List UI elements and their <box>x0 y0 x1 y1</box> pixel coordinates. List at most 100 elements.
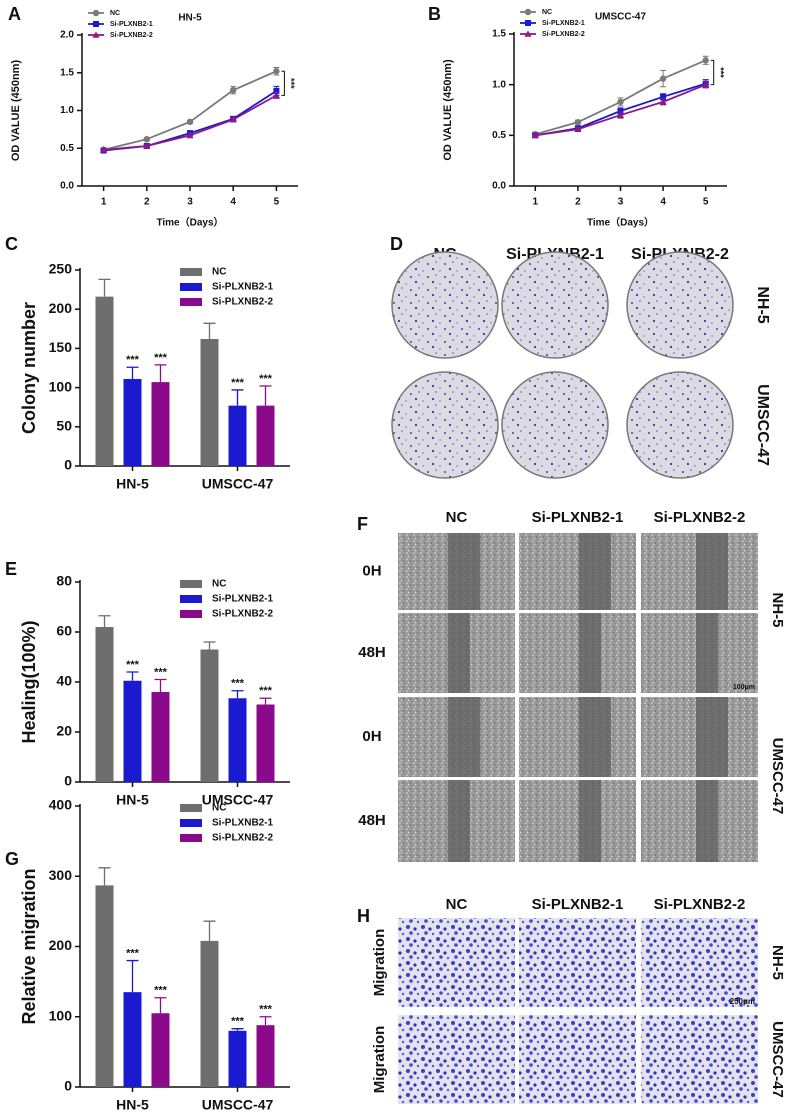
row-side-label: Migration <box>371 1026 388 1094</box>
marker <box>617 108 624 115</box>
marker <box>574 125 582 133</box>
colony-plate <box>501 251 609 359</box>
colony-plate <box>626 371 734 479</box>
error-bar <box>231 690 244 699</box>
y-tick-label: 400 <box>49 797 73 813</box>
marker <box>229 115 237 123</box>
marker <box>617 98 624 106</box>
error-bar <box>231 389 244 406</box>
x-tick-label: HN-5 <box>116 1097 149 1113</box>
legend-swatch <box>180 268 202 276</box>
bar <box>228 1030 247 1087</box>
wound-image <box>519 613 636 693</box>
y-tick-label: 0.0 <box>492 181 506 192</box>
marker <box>273 87 280 94</box>
row-label: UMSCC-47 <box>769 1021 786 1098</box>
y-tick-label: 20 <box>56 723 72 739</box>
bar <box>123 992 142 1087</box>
scratch-gap <box>579 533 611 610</box>
scratch-gap <box>448 697 480 777</box>
legend-swatch <box>180 819 202 827</box>
significance-label: *** <box>231 1016 245 1028</box>
legend-label: Si-PLXNB2-1 <box>212 594 274 605</box>
error-bar <box>154 997 167 1014</box>
y-tick-label: 200 <box>49 937 73 953</box>
marker <box>660 93 667 100</box>
scratch-gap <box>448 780 470 862</box>
panel-label: D <box>390 234 403 254</box>
legend-label: Si-PLXNB2-2 <box>110 32 153 39</box>
error-bar <box>98 615 111 627</box>
legend-swatch <box>180 804 202 812</box>
marker <box>659 75 667 82</box>
wound-image <box>519 780 636 862</box>
significance-label: *** <box>126 354 140 366</box>
row-label: NH-5 <box>754 286 771 323</box>
bar <box>123 378 142 466</box>
row-label: NH-5 <box>769 592 786 627</box>
bar <box>200 338 219 466</box>
significance-label: *** <box>259 685 273 697</box>
bar <box>151 1013 170 1087</box>
significance-label: *** <box>126 659 140 671</box>
legend-label: NC <box>212 579 226 590</box>
y-tick-label: 1.5 <box>60 67 74 78</box>
legend-swatch <box>180 610 202 618</box>
x-tick-label: HN-5 <box>116 476 149 492</box>
x-tick-label: UMSCC-47 <box>202 792 274 808</box>
bar <box>200 940 219 1087</box>
y-tick-label: 0 <box>64 457 72 473</box>
row-label: UMSCC-47 <box>769 738 786 815</box>
scratch-gap <box>448 533 480 610</box>
significance-label: *** <box>259 1004 273 1016</box>
colony-plate <box>626 251 734 359</box>
series-line <box>535 59 707 136</box>
significance-label: *** <box>231 377 245 389</box>
colony-plate <box>391 251 499 359</box>
legend-marker <box>524 30 532 37</box>
panel-label: G <box>5 849 19 869</box>
error-bar <box>154 364 167 383</box>
marker <box>574 118 582 126</box>
legend-swatch <box>180 298 202 306</box>
chart-title: UMSCC-47 <box>595 12 647 23</box>
significance-bracket <box>710 59 715 86</box>
y-tick-label: 1.5 <box>492 29 506 40</box>
significance-label: *** <box>126 947 140 959</box>
legend-label: Si-PLXNB2-1 <box>212 818 274 829</box>
bar <box>200 649 219 782</box>
error-bar <box>259 385 272 406</box>
wound-image <box>519 697 636 777</box>
column-label: NC <box>446 896 468 913</box>
y-axis-label: OD VALUE (450nm) <box>442 59 454 161</box>
y-tick-label: 50 <box>56 418 72 434</box>
time-label: 48H <box>358 644 386 661</box>
migration-image <box>519 1015 636 1104</box>
migration-image <box>641 918 758 1007</box>
y-axis-label: OD VALUE (450nm) <box>10 60 22 162</box>
scratch-gap <box>448 613 470 693</box>
time-label: 0H <box>362 562 381 579</box>
y-tick-label: 0.5 <box>492 130 506 141</box>
marker <box>143 142 151 149</box>
time-label: 48H <box>358 812 386 829</box>
y-tick-label: 0 <box>64 773 72 789</box>
migration-image <box>398 918 515 1007</box>
column-label: Si-PLXNB2-2 <box>654 896 746 913</box>
y-tick-label: 150 <box>49 339 73 355</box>
panel-label: C <box>5 234 18 254</box>
error-bar <box>259 1016 272 1026</box>
scratch-gap <box>579 613 601 693</box>
row-label: UMSCC-47 <box>754 384 771 466</box>
scratch-gap <box>579 780 601 862</box>
legend-label: Si-PLXNB2-2 <box>212 609 274 620</box>
row-side-label: Migration <box>371 929 388 997</box>
legend-label: Si-PLXNB2-2 <box>212 297 274 308</box>
panel-label: B <box>428 4 441 24</box>
column-label: Si-PLXNB2-2 <box>654 509 746 526</box>
legend-label: Si-PLXNB2-2 <box>212 833 274 844</box>
bar <box>123 680 142 782</box>
significance-label: *** <box>154 352 168 364</box>
marker <box>100 146 108 153</box>
